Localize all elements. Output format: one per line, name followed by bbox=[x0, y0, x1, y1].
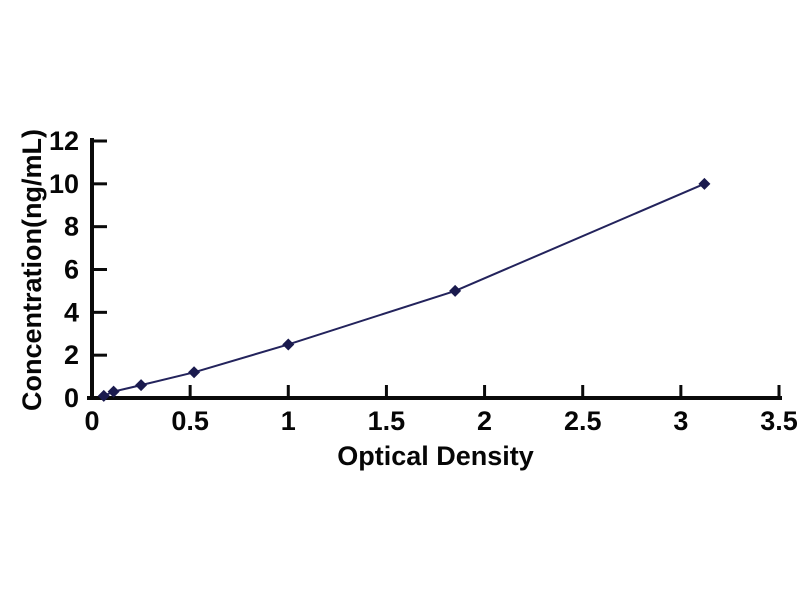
x-tick-label: 2 bbox=[477, 406, 492, 436]
data-point-marker bbox=[282, 338, 295, 351]
y-tick-label: 10 bbox=[49, 169, 79, 199]
y-tick-label: 12 bbox=[49, 126, 79, 156]
data-point-marker bbox=[449, 284, 462, 297]
data-point-marker bbox=[97, 389, 110, 402]
x-tick-label: 2.5 bbox=[564, 406, 602, 436]
y-tick-label: 4 bbox=[64, 297, 79, 327]
x-tick-label: 3.5 bbox=[760, 406, 798, 436]
y-tick-label: 8 bbox=[64, 212, 79, 242]
y-tick-label: 2 bbox=[64, 340, 79, 370]
data-point-marker bbox=[107, 385, 120, 398]
data-point-marker bbox=[698, 177, 711, 190]
y-tick-label: 6 bbox=[64, 255, 79, 285]
y-axis-title: Concentration(ng/mL) bbox=[17, 129, 47, 411]
series-line bbox=[103, 182, 705, 397]
x-tick-label: 1.5 bbox=[368, 406, 406, 436]
x-tick-label: 0 bbox=[84, 406, 99, 436]
data-point-marker bbox=[135, 379, 148, 392]
y-tick-label: 0 bbox=[64, 383, 79, 413]
data-point-marker bbox=[188, 366, 201, 379]
x-tick-label: 3 bbox=[673, 406, 688, 436]
x-tick-label: 0.5 bbox=[171, 406, 209, 436]
x-axis-title: Optical Density bbox=[337, 441, 534, 471]
x-tick-label: 1 bbox=[281, 406, 296, 436]
